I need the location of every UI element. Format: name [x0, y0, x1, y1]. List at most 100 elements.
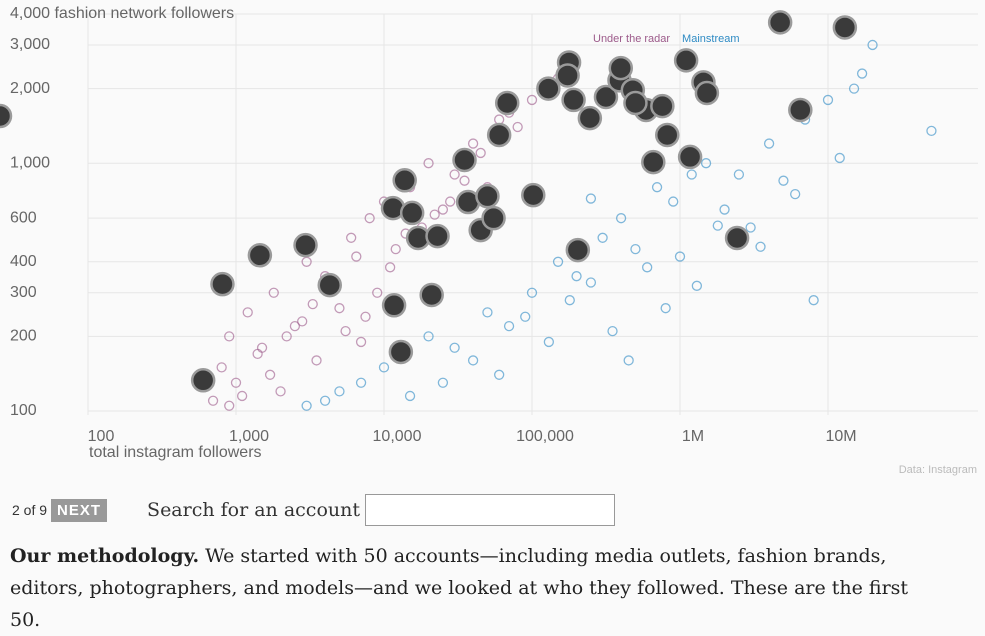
account-avatar — [452, 147, 477, 173]
follower-point — [597, 232, 608, 243]
account-avatar — [724, 225, 750, 251]
account-avatar — [608, 55, 634, 81]
account-avatar — [399, 200, 425, 226]
next-button[interactable]: NEXT — [51, 498, 108, 522]
follower-point — [674, 251, 686, 262]
methodology: Our methodology. We started with 50 acco… — [10, 540, 910, 636]
follower-point — [755, 241, 766, 252]
follower-point — [311, 355, 322, 366]
follower-point — [449, 169, 460, 180]
follower-point — [264, 369, 276, 380]
follower-point — [482, 307, 493, 318]
follower-point — [623, 355, 634, 366]
search-input[interactable] — [365, 494, 615, 526]
follower-point — [642, 262, 653, 273]
follower-point — [307, 298, 318, 310]
follower-point — [526, 287, 538, 298]
follower-point — [790, 189, 801, 200]
account-avatar — [425, 223, 450, 249]
x-tick-label: 100 — [88, 428, 115, 445]
follower-point — [236, 390, 248, 402]
follower-point — [733, 169, 745, 180]
follower-point — [467, 355, 479, 366]
follower-point — [319, 395, 331, 406]
follower-point — [242, 307, 253, 318]
follower-point — [848, 83, 860, 94]
y-tick-label: 3,000 — [10, 36, 50, 53]
account-avatar — [0, 103, 13, 129]
account-avatar — [577, 105, 603, 131]
follower-point — [384, 262, 396, 273]
follower-point — [615, 213, 627, 224]
follower-point — [449, 342, 460, 353]
account-avatar — [381, 293, 407, 318]
follower-point — [281, 331, 292, 342]
follower-point — [571, 271, 582, 282]
account-avatar — [565, 237, 591, 263]
follower-point — [503, 320, 515, 332]
follower-point — [334, 386, 345, 397]
follower-point — [543, 336, 555, 348]
follower-point — [520, 311, 531, 322]
account-avatar — [247, 243, 273, 268]
follower-point — [437, 204, 449, 215]
account-avatar — [623, 90, 648, 116]
follower-point — [668, 196, 679, 207]
account-avatar — [673, 48, 699, 73]
x-tick-label: 1M — [682, 428, 704, 445]
x-tick-label: 10M — [825, 428, 856, 445]
follower-point — [256, 342, 268, 353]
follower-point — [437, 377, 449, 388]
follower-point — [268, 287, 279, 298]
follower-point — [686, 169, 697, 180]
y-tick-label: 600 — [10, 209, 37, 226]
account-avatar — [419, 282, 444, 308]
follower-point — [552, 256, 564, 267]
y-tick-label: 1,000 — [10, 154, 50, 171]
follower-point — [351, 251, 362, 262]
y-tick-label: 200 — [10, 328, 37, 345]
follower-point — [719, 204, 730, 215]
follower-point — [494, 114, 505, 125]
account-avatar — [317, 272, 343, 298]
account-avatar — [210, 271, 235, 297]
y-tick-label: 300 — [10, 284, 37, 301]
follower-point — [459, 175, 470, 186]
follower-point — [691, 280, 703, 291]
follower-point — [467, 138, 479, 149]
follower-point — [252, 348, 263, 360]
follower-point — [340, 326, 351, 337]
account-avatar — [293, 232, 318, 258]
follower-point — [512, 121, 523, 133]
follower-point — [445, 196, 456, 207]
account-avatar — [190, 368, 216, 393]
x-tick-label: 100,000 — [516, 428, 574, 445]
controls: 2 of 9 NEXT Search for an account — [12, 494, 615, 526]
follower-point — [630, 243, 641, 255]
follower-point — [660, 303, 671, 314]
account-avatar — [788, 97, 813, 123]
follower-point — [301, 400, 312, 411]
follower-point — [585, 277, 597, 288]
account-avatar — [593, 84, 619, 110]
x-tick-label: 10,000 — [373, 428, 422, 445]
account-avatar — [481, 205, 506, 231]
follower-point — [355, 377, 367, 388]
account-avatar — [521, 182, 546, 208]
x-tick-label: 1,000 — [229, 428, 269, 445]
follower-point — [651, 182, 663, 193]
account-avatar — [555, 63, 580, 88]
account-avatar — [677, 144, 703, 170]
account-avatar — [392, 168, 417, 193]
follower-point — [216, 362, 227, 373]
y-tick-label: 400 — [10, 253, 37, 270]
methodology-text: We started with 50 accounts—including me… — [10, 545, 909, 631]
follower-point — [423, 331, 434, 342]
follower-point — [346, 232, 357, 243]
follower-point — [822, 94, 834, 106]
follower-point — [526, 94, 538, 106]
follower-point — [207, 395, 219, 406]
follower-point — [224, 400, 235, 411]
follower-point — [712, 220, 723, 231]
follower-point — [378, 362, 390, 373]
